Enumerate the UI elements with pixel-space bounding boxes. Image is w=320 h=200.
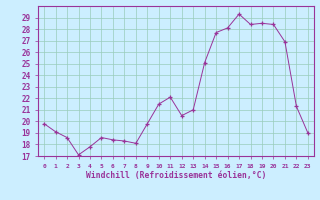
X-axis label: Windchill (Refroidissement éolien,°C): Windchill (Refroidissement éolien,°C): [86, 171, 266, 180]
